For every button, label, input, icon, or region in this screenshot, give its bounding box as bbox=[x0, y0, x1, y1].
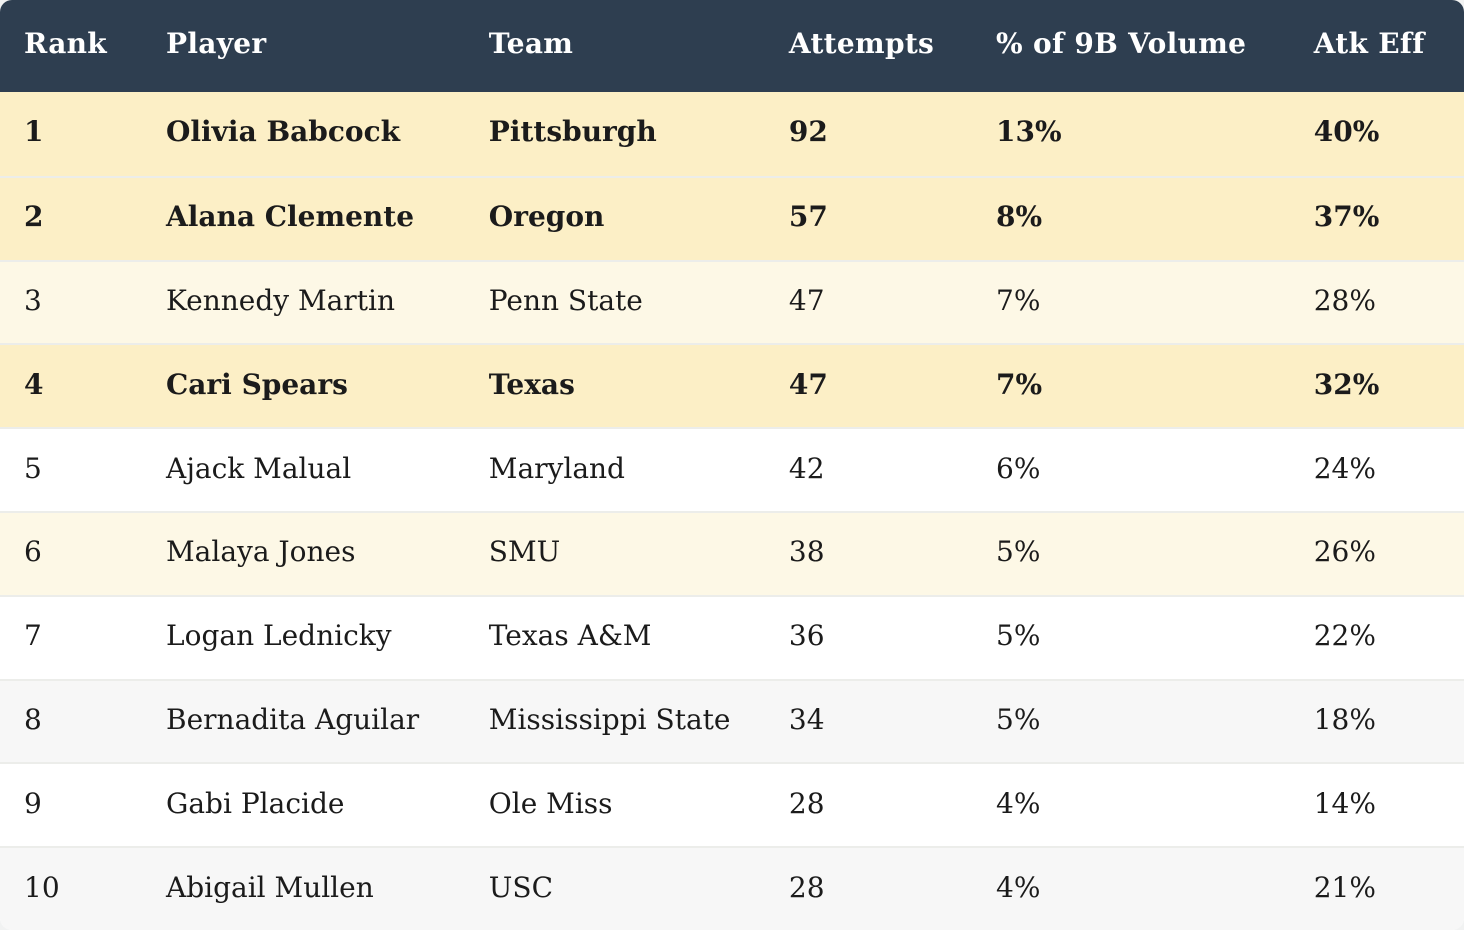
cell-atk_eff: 14% bbox=[1289, 762, 1464, 847]
cell-rank: 8 bbox=[0, 678, 142, 763]
cell-player: Olivia Babcock bbox=[142, 92, 465, 176]
cell-attempts: 57 bbox=[764, 175, 973, 260]
cell-team: Ole Miss bbox=[464, 762, 765, 847]
table-body: 1 Olivia Babcock Pittsburgh 92 13% 40% 2 Alana … bbox=[0, 92, 1464, 930]
cell-rank: 5 bbox=[0, 427, 142, 511]
cell-player: Logan Lednicky bbox=[142, 594, 465, 679]
column-header-attempts: Attempts bbox=[764, 0, 973, 92]
cell-pct_volume: 5% bbox=[972, 510, 1290, 595]
table-row: 2 Alana Clemente Oregon 57 8% 37% bbox=[0, 175, 1464, 260]
cell-team: SMU bbox=[464, 510, 765, 595]
cell-rank: 4 bbox=[0, 343, 142, 428]
cell-attempts: 38 bbox=[764, 510, 973, 595]
cell-player: Abigail Mullen bbox=[142, 846, 465, 930]
cell-atk_eff: 40% bbox=[1289, 92, 1464, 176]
cell-pct_volume: 4% bbox=[972, 762, 1290, 847]
cell-pct_volume: 5% bbox=[972, 678, 1290, 763]
cell-atk_eff: 32% bbox=[1289, 343, 1464, 428]
cell-atk_eff: 24% bbox=[1289, 427, 1464, 511]
cell-player: Cari Spears bbox=[142, 343, 465, 428]
cell-attempts: 92 bbox=[764, 92, 973, 176]
cell-player: Malaya Jones bbox=[142, 510, 465, 595]
cell-attempts: 47 bbox=[764, 343, 973, 428]
table-row: 6 Malaya Jones SMU 38 5% 26% bbox=[0, 510, 1464, 595]
cell-rank: 9 bbox=[0, 762, 142, 847]
cell-pct_volume: 4% bbox=[972, 846, 1290, 930]
cell-atk_eff: 22% bbox=[1289, 594, 1464, 679]
table-row: 5 Ajack Malual Maryland 42 6% 24% bbox=[0, 427, 1464, 511]
cell-attempts: 28 bbox=[764, 762, 973, 847]
cell-player: Ajack Malual bbox=[142, 427, 465, 511]
table-row: 4 Cari Spears Texas 47 7% 32% bbox=[0, 343, 1464, 428]
cell-player: Bernadita Aguilar bbox=[142, 678, 465, 763]
cell-rank: 3 bbox=[0, 259, 142, 344]
cell-team: Oregon bbox=[464, 175, 765, 260]
cell-attempts: 34 bbox=[764, 678, 973, 763]
table-row: 3 Kennedy Martin Penn State 47 7% 28% bbox=[0, 259, 1464, 344]
column-header-atk_eff: Atk Eff bbox=[1289, 0, 1464, 92]
cell-atk_eff: 28% bbox=[1289, 259, 1464, 344]
table-row: 7 Logan Lednicky Texas A&M 36 5% 22% bbox=[0, 594, 1464, 679]
cell-attempts: 42 bbox=[764, 427, 973, 511]
table-row: 9 Gabi Placide Ole Miss 28 4% 14% bbox=[0, 762, 1464, 847]
cell-attempts: 36 bbox=[764, 594, 973, 679]
cell-team: Mississippi State bbox=[464, 678, 765, 763]
cell-team: Texas bbox=[464, 343, 765, 428]
table-row: 1 Olivia Babcock Pittsburgh 92 13% 40% bbox=[0, 92, 1464, 176]
column-header-player: Player bbox=[142, 0, 465, 92]
table-row: 8 Bernadita Aguilar Mississippi State 34 5% 1… bbox=[0, 678, 1464, 763]
cell-rank: 2 bbox=[0, 175, 142, 260]
cell-player: Gabi Placide bbox=[142, 762, 465, 847]
cell-team: Pittsburgh bbox=[464, 92, 765, 176]
cell-team: Texas A&M bbox=[464, 594, 765, 679]
cell-rank: 6 bbox=[0, 510, 142, 595]
cell-player: Alana Clemente bbox=[142, 175, 465, 260]
cell-pct_volume: 8% bbox=[972, 175, 1290, 260]
cell-atk_eff: 21% bbox=[1289, 846, 1464, 930]
column-header-pct_volume: % of 9B Volume bbox=[972, 0, 1290, 92]
table-header-row: Rank Player Team Attempts% of 9B Volume Atk … bbox=[0, 0, 1464, 92]
cell-atk_eff: 18% bbox=[1289, 678, 1464, 763]
cell-team: Maryland bbox=[464, 427, 765, 511]
cell-atk_eff: 37% bbox=[1289, 175, 1464, 260]
cell-attempts: 28 bbox=[764, 846, 973, 930]
cell-rank: 7 bbox=[0, 594, 142, 679]
cell-rank: 10 bbox=[0, 846, 142, 930]
cell-rank: 1 bbox=[0, 92, 142, 176]
cell-atk_eff: 26% bbox=[1289, 510, 1464, 595]
cell-team: Penn State bbox=[464, 259, 765, 344]
cell-pct_volume: 13% bbox=[972, 92, 1290, 176]
cell-attempts: 47 bbox=[764, 259, 973, 344]
cell-team: USC bbox=[464, 846, 765, 930]
table-row: 10 Abigail Mullen USC 28 4% 21% bbox=[0, 846, 1464, 930]
column-header-rank: Rank bbox=[0, 0, 142, 92]
cell-pct_volume: 6% bbox=[972, 427, 1290, 511]
cell-player: Kennedy Martin bbox=[142, 259, 465, 344]
cell-pct_volume: 7% bbox=[972, 259, 1290, 344]
cell-pct_volume: 7% bbox=[972, 343, 1290, 428]
column-header-team: Team bbox=[464, 0, 765, 92]
cell-pct_volume: 5% bbox=[972, 594, 1290, 679]
